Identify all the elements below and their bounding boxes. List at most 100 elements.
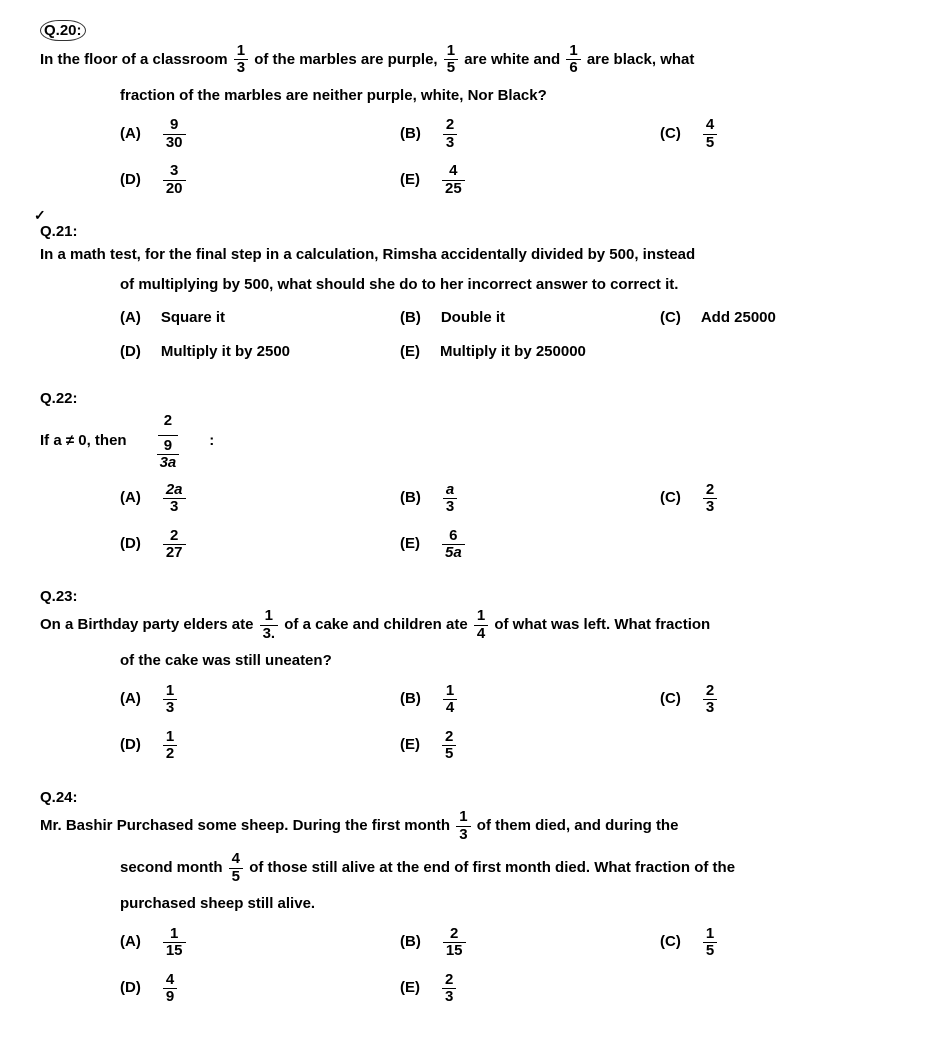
- q20-stem-p2: are white and: [464, 50, 564, 67]
- q24-e-num: 2: [442, 972, 456, 990]
- q20-a-den: 30: [163, 135, 186, 152]
- q20-c-den: 5: [703, 135, 717, 152]
- q22-c-num: 2: [703, 482, 717, 500]
- q22-b-frac: a3: [443, 482, 457, 516]
- q21-option-c[interactable]: (C) Add 25000: [660, 307, 860, 330]
- option-label-a: (A): [120, 123, 141, 146]
- q20-option-b[interactable]: (B) 23: [400, 117, 640, 151]
- q20-number-circle: Q.20:: [40, 20, 86, 41]
- q24-c-num: 1: [703, 926, 717, 944]
- q20-option-d[interactable]: (D) 320: [120, 163, 380, 197]
- q21-b-text: Double it: [441, 307, 505, 330]
- q24-stem-p1: of them died, and during the: [477, 817, 679, 834]
- q22-d-frac: 227: [163, 528, 186, 562]
- q22-option-b[interactable]: (B) a3: [400, 482, 640, 516]
- q22-option-a[interactable]: (A) 2a3: [120, 482, 380, 516]
- q23-e-den: 5: [442, 746, 456, 763]
- option-label-a: (A): [120, 307, 141, 330]
- option-label-e: (E): [400, 533, 420, 556]
- q24-stem2-p1: of those still alive at the end of first…: [249, 859, 735, 876]
- q22-cf-top: 2: [158, 410, 178, 436]
- q21-e-text: Multiply it by 250000: [440, 341, 586, 364]
- q24-a-frac: 115: [163, 926, 186, 960]
- q22-b-num: a: [443, 482, 457, 500]
- q23-frac2-num: 1: [474, 608, 488, 626]
- q20-number: Q.20:: [40, 20, 100, 43]
- q22-c-frac: 23: [703, 482, 717, 516]
- q20-frac1-den: 3: [234, 60, 248, 77]
- q21-option-e[interactable]: (E) Multiply it by 250000: [400, 341, 586, 364]
- q23-d-num: 1: [163, 729, 177, 747]
- q20-b-frac: 23: [443, 117, 457, 151]
- q24-frac2-den: 5: [229, 869, 243, 886]
- q23-b-frac: 14: [443, 683, 457, 717]
- q20-frac3-num: 1: [566, 43, 580, 61]
- q21-option-b[interactable]: (B) Double it: [400, 307, 640, 330]
- q24-d-num: 4: [163, 972, 177, 990]
- option-label-d: (D): [120, 341, 141, 364]
- q24-a-den: 15: [163, 943, 186, 960]
- q20-frac3-den: 6: [566, 60, 580, 77]
- q20-b-num: 2: [443, 117, 457, 135]
- q22-option-c[interactable]: (C) 23: [660, 482, 860, 516]
- question-21: Q.21: In a math test, for the final step…: [40, 221, 892, 364]
- q24-e-frac: 23: [442, 972, 456, 1006]
- q20-option-c[interactable]: (C) 45: [660, 117, 860, 151]
- q24-option-d[interactable]: (D) 49: [120, 972, 380, 1006]
- q21-option-d[interactable]: (D) Multiply it by 2500: [120, 341, 380, 364]
- q24-option-b[interactable]: (B) 215: [400, 926, 640, 960]
- q21-option-a[interactable]: (A) Square it: [120, 307, 380, 330]
- q22-colon: :: [209, 430, 214, 453]
- q20-e-num: 4: [442, 163, 465, 181]
- q24-option-a[interactable]: (A) 115: [120, 926, 380, 960]
- q21-options: (A) Square it (B) Double it (C) Add 2500…: [120, 307, 892, 364]
- q20-options-row2: (D) 320 (E) 425: [120, 163, 892, 197]
- q22-stem-prefix: If a ≠ 0, then: [40, 430, 127, 453]
- q24-option-c[interactable]: (C) 15: [660, 926, 860, 960]
- q23-frac2-den: 4: [474, 626, 488, 643]
- q23-a-num: 1: [163, 683, 177, 701]
- q22-e-num: 6: [442, 528, 465, 546]
- q20-option-e[interactable]: (E) 425: [400, 163, 640, 197]
- option-label-c: (C): [660, 688, 681, 711]
- q20-c-num: 4: [703, 117, 717, 135]
- q23-option-c[interactable]: (C) 23: [660, 683, 860, 717]
- q24-options-row2: (D) 49 (E) 23: [120, 972, 892, 1006]
- q24-c-den: 5: [703, 943, 717, 960]
- q20-frac3: 16: [566, 43, 580, 77]
- q22-cf-mid: 9: [157, 438, 180, 456]
- option-label-c: (C): [660, 123, 681, 146]
- q24-b-frac: 215: [443, 926, 466, 960]
- q23-option-d[interactable]: (D) 12: [120, 729, 380, 763]
- q24-a-num: 1: [163, 926, 186, 944]
- q23-c-den: 3: [703, 700, 717, 717]
- q23-frac1-num: 1: [260, 608, 279, 626]
- q20-a-num: 9: [163, 117, 186, 135]
- q24-option-e[interactable]: (E) 23: [400, 972, 640, 1006]
- q23-option-b[interactable]: (B) 14: [400, 683, 640, 717]
- q24-b-den: 15: [443, 943, 466, 960]
- q22-option-e[interactable]: (E) 65a: [400, 528, 640, 562]
- option-label-d: (D): [120, 533, 141, 556]
- q21-stem-line1: In a math test, for the final step in a …: [40, 244, 830, 267]
- q22-complex-fraction: 2 93a: [149, 410, 188, 472]
- q22-option-d[interactable]: (D) 227: [120, 528, 380, 562]
- q23-d-frac: 12: [163, 729, 177, 763]
- q23-b-den: 4: [443, 700, 457, 717]
- q23-e-frac: 25: [442, 729, 456, 763]
- q23-option-a[interactable]: (A) 13: [120, 683, 380, 717]
- q24-b-num: 2: [443, 926, 466, 944]
- q23-frac1: 13.: [260, 608, 279, 642]
- q22-c-den: 3: [703, 499, 717, 516]
- q20-option-a[interactable]: (A) 930: [120, 117, 380, 151]
- q20-c-frac: 45: [703, 117, 717, 151]
- option-label-b: (B): [400, 688, 421, 711]
- q20-frac1-num: 1: [234, 43, 248, 61]
- q23-b-num: 1: [443, 683, 457, 701]
- q20-frac2-den: 5: [444, 60, 458, 77]
- q23-option-e[interactable]: (E) 25: [400, 729, 640, 763]
- option-label-c: (C): [660, 307, 681, 330]
- q23-c-frac: 23: [703, 683, 717, 717]
- q20-stem-p3: are black, what: [587, 50, 695, 67]
- q22-a-num: 2a: [163, 482, 186, 500]
